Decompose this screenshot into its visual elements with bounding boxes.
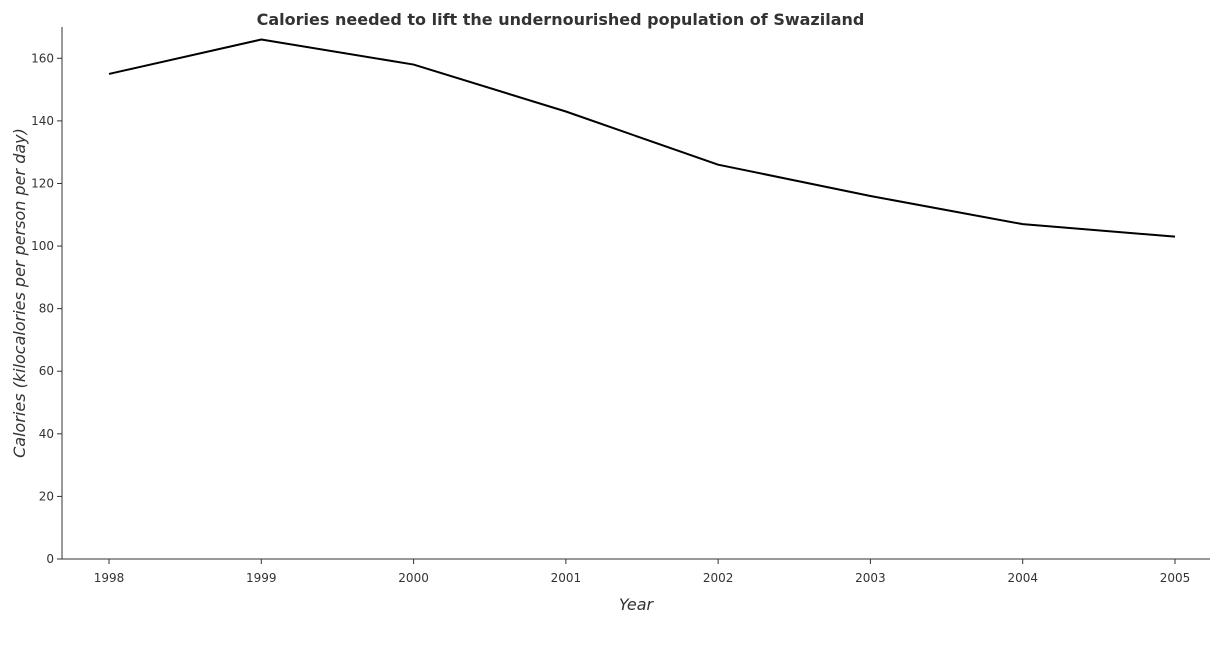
axes (61, 27, 1210, 560)
series-line-group (108, 38, 1176, 238)
x-tick-label: 1998 (94, 571, 125, 585)
x-tick-label: 2000 (398, 571, 429, 585)
x-tick-label: 2003 (855, 571, 886, 585)
y-axis-ticks: 0 20 40 60 80 100 120 140 160 (31, 51, 62, 566)
x-tick-label: 1999 (246, 571, 277, 585)
y-tick-label: 0 (46, 552, 54, 566)
x-tick-label: 2002 (703, 571, 734, 585)
y-tick-label: 100 (31, 239, 54, 253)
y-tick-label: 140 (31, 114, 54, 128)
y-tick-label: 60 (39, 364, 54, 378)
series-line (108, 38, 1176, 238)
x-tick-label: 2005 (1160, 571, 1191, 585)
y-tick-label: 40 (39, 427, 54, 441)
x-tick-label: 2004 (1007, 571, 1038, 585)
x-axis-ticks: 1998 1999 2000 2001 2002 2003 2004 2005 (94, 559, 1191, 585)
x-tick-label: 2001 (551, 571, 582, 585)
chart-title-text: Calories needed to lift the undernourish… (256, 10, 865, 29)
chart-title: Calories needed to lift the undernourish… (0, 10, 1231, 29)
y-tick-label: 20 (39, 489, 54, 503)
y-tick-label: 120 (31, 176, 54, 190)
y-tick-label: 160 (31, 51, 54, 65)
y-tick-label: 80 (39, 302, 54, 316)
x-axis-title: Year (619, 595, 655, 614)
y-axis-title: Calories (kilocalories per person per da… (10, 128, 29, 458)
